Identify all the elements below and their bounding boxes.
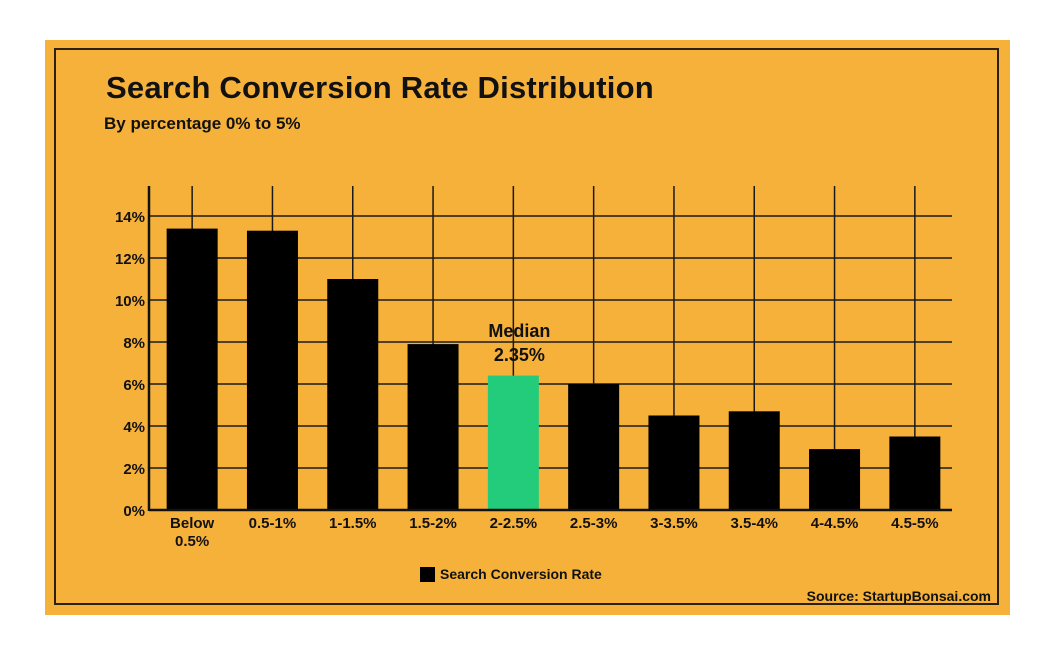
chart-subtitle: By percentage 0% to 5% [104,114,301,133]
legend-label: Search Conversion Rate [440,566,602,582]
median-annotation-label: Median [488,321,550,341]
x-tick-label: 0.5-1% [249,515,297,532]
x-tick-label: 3.5-4% [730,515,778,532]
bar [246,230,298,510]
y-tick-label: 10% [115,293,145,310]
bar [728,411,780,510]
x-tick-label: 4-4.5% [811,515,859,532]
legend: Search Conversion Rate [420,566,602,582]
y-tick-label: 14% [115,209,145,226]
y-tick-label: 12% [115,251,145,268]
source-note: Source: StartupBonsai.com [806,588,991,604]
chart-title: Search Conversion Rate Distribution [106,70,654,105]
x-tick-label: 0.5% [175,533,209,550]
bar [809,449,861,510]
bar [487,375,539,510]
median-annotation-value: 2.35% [494,345,545,365]
bar [327,279,379,510]
legend-swatch [420,566,435,582]
bar [648,415,700,510]
x-tick-label: 3-3.5% [650,515,698,532]
bar [407,344,459,510]
x-tick-label: 2-2.5% [490,515,538,532]
x-tick-label: 4.5-5% [891,515,939,532]
bar [568,384,620,510]
x-tick-label: 2.5-3% [570,515,618,532]
x-tick-label: 1.5-2% [409,515,457,532]
x-tick-label: Below [170,515,215,532]
y-tick-label: 8% [123,335,145,352]
bar [889,436,941,510]
y-tick-label: 0% [123,503,145,520]
y-tick-label: 4% [123,419,145,436]
chart-frame [54,48,999,605]
bar [166,228,218,510]
x-tick-label: 1-1.5% [329,515,377,532]
y-tick-label: 6% [123,377,145,394]
y-tick-label: 2% [123,461,145,478]
